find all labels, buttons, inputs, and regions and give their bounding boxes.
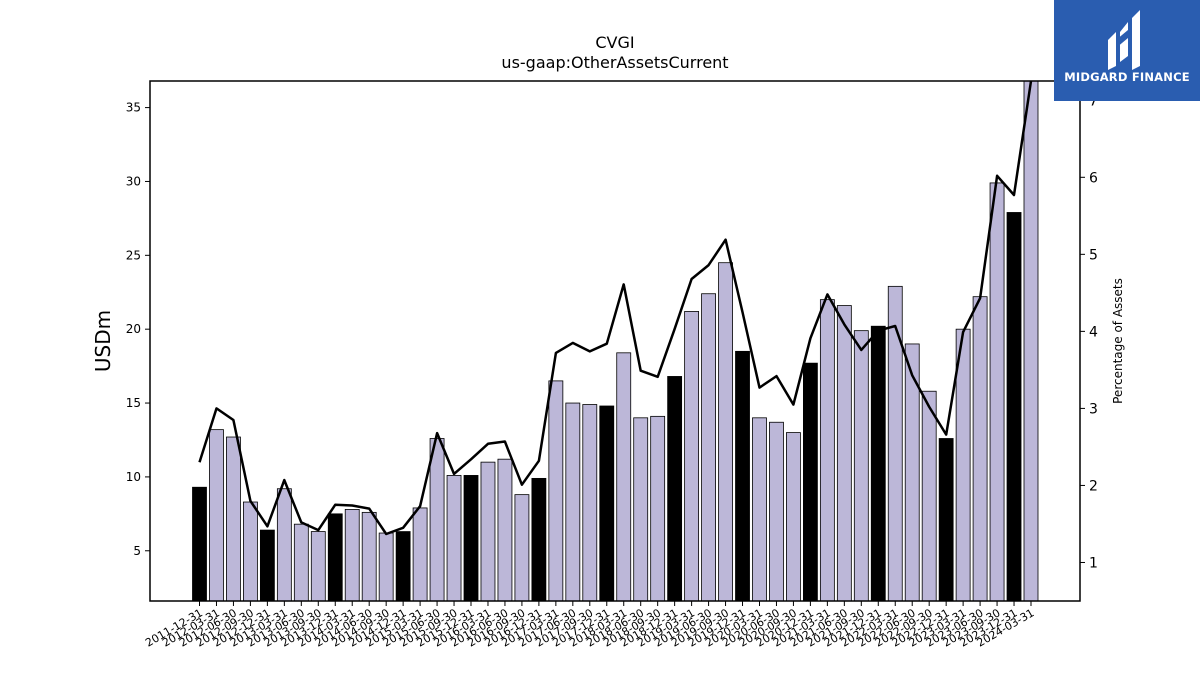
bar-2017-09-30 [582,404,598,602]
bar-2016-03-31 [480,461,496,602]
y-tick-label: 25 [126,248,141,262]
bar-group [192,80,1039,602]
y2-tick-label: 6 [1089,170,1098,186]
y-tick-label: 15 [126,396,141,410]
logo-text: MIDGARD FINANCE [1064,70,1190,84]
bar-2018-06-30 [633,417,649,602]
y-tick-label: 30 [126,174,141,188]
bar-2013-03-31 [276,488,292,602]
bar-2021-06-30 [836,305,852,602]
bar-2020-06-30 [769,421,784,602]
bar-2017-06-30 [565,402,581,602]
y2-tick-label: 3 [1089,401,1098,417]
bar-2012-09-30 [243,501,258,602]
bar-2020-12-31 [802,362,818,602]
brand-logo: MIDGARD FINANCE [1054,0,1200,101]
bar-2013-12-31 [327,513,343,602]
y2-tick-label: 2 [1089,478,1098,494]
bar-2024-03-31 [1023,80,1039,602]
bar-2019-06-30 [701,293,716,602]
bar-2018-03-31 [616,352,632,602]
bar-2023-09-30 [989,182,1005,602]
bar-2014-09-30 [378,532,394,602]
chart-title: CVGI [595,33,634,52]
bar-2021-12-31 [870,325,886,602]
bar-2020-03-31 [752,417,767,602]
bar-2016-06-30 [497,458,513,602]
bar-2023-06-30 [972,296,988,602]
y-tick-label: 5 [133,544,141,558]
bar-2015-03-31 [412,507,428,602]
bar-2019-12-31 [735,350,750,602]
bar-2015-09-30 [446,475,462,602]
logo-mark-icon [1108,10,1140,70]
bar-2022-09-30 [921,390,937,602]
bar-2018-09-30 [650,415,666,602]
y-tick-label: 35 [126,101,141,115]
y-tick-label: 10 [126,470,141,484]
bar-2023-03-31 [955,328,971,602]
bar-2013-09-30 [310,531,326,602]
bar-2019-03-31 [684,311,700,602]
bar-2012-03-31 [209,429,224,602]
bar-2015-12-31 [463,475,479,602]
line-group [198,80,1033,536]
bar-2020-09-30 [786,432,801,602]
y-axis-label: USDm [91,310,115,372]
y2-tick-label: 1 [1089,555,1098,571]
y-tick-label: 20 [126,322,141,336]
bar-2014-12-31 [395,531,411,602]
bar-2017-03-31 [548,380,564,602]
bar-2018-12-31 [667,376,683,602]
bar-2016-09-30 [514,494,530,602]
bar-2021-03-31 [819,299,835,602]
bar-2014-03-31 [344,509,360,602]
bar-2014-06-30 [361,511,377,602]
percentage-line [198,80,1033,536]
plot-frame [149,80,1081,602]
bar-2011-12-31 [192,486,207,602]
bar-2017-12-31 [599,405,615,602]
bar-2022-03-31 [887,285,903,602]
y-axis-right: 1 2 3 4 5 6 7 [1080,93,1098,571]
bar-2022-12-31 [938,438,954,602]
y2-tick-label: 4 [1089,324,1098,340]
bar-2012-06-30 [226,436,241,602]
bar-2015-06-30 [429,438,445,602]
y2-tick-label: 5 [1089,247,1098,263]
bar-2019-09-30 [718,262,733,602]
y2-axis-label: Percentage of Assets [1111,278,1125,404]
y-axis-left: 5 10 15 20 25 30 35 [126,101,150,558]
bar-2013-06-30 [293,523,309,602]
x-axis: 2011-12-312012-03-312012-06-302012-09-30… [143,601,1037,650]
bar-2021-09-30 [853,330,869,602]
bar-2016-12-31 [531,477,547,602]
chart-subtitle: us-gaap:OtherAssetsCurrent [501,53,728,72]
bar-2023-12-31 [1006,212,1022,602]
y2-tick-label: 7 [1089,93,1098,109]
bar-2012-12-31 [259,529,275,602]
